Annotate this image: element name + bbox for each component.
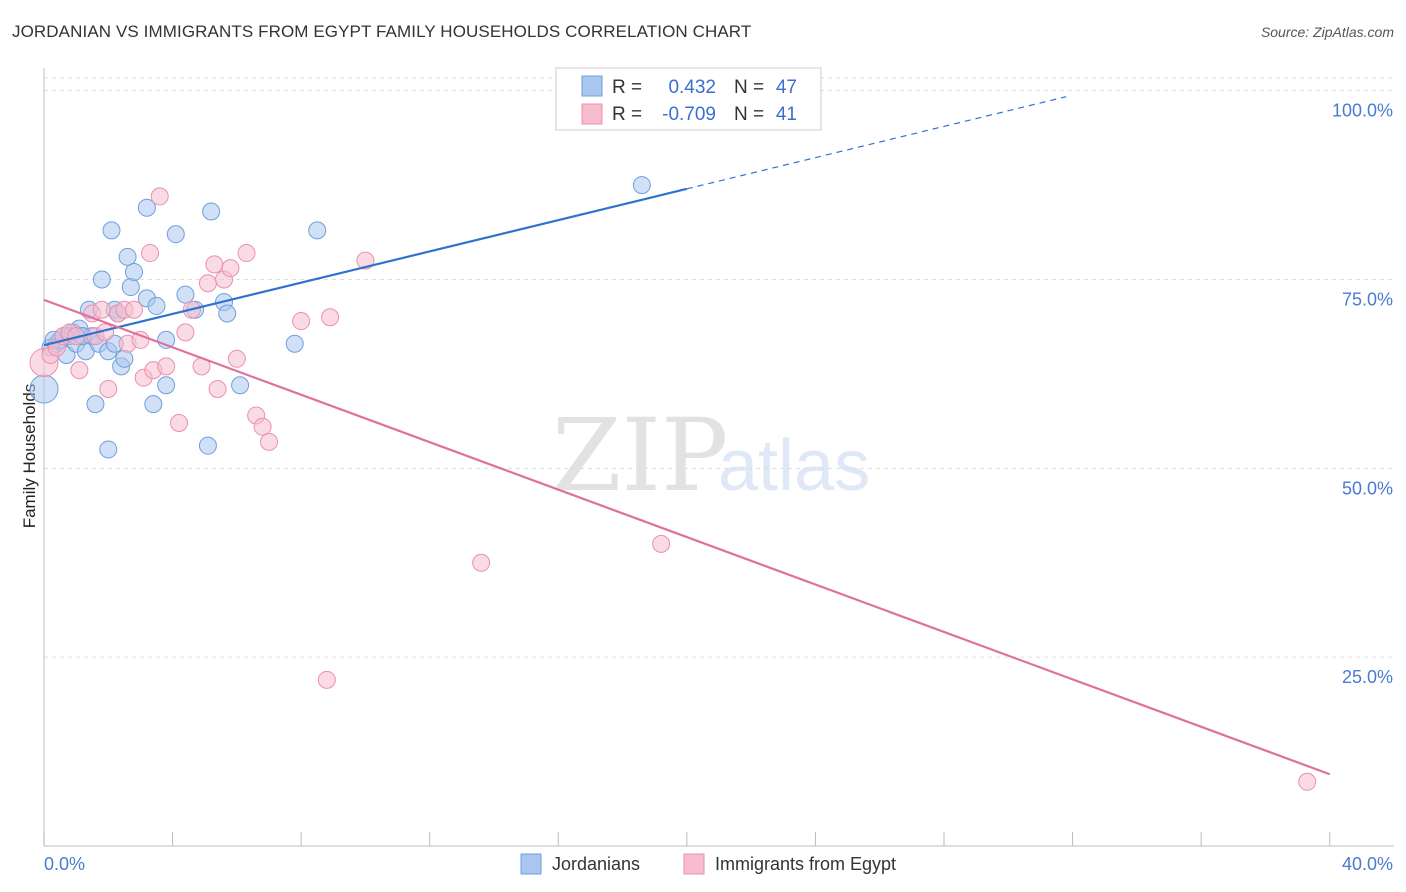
trend-line-egypt (43, 298, 1331, 776)
legend-swatch-jordanians (581, 75, 603, 97)
point-jordanians-35 (176, 285, 195, 304)
grid (44, 77, 1394, 658)
point-egypt-28 (208, 380, 227, 399)
point-egypt-34 (253, 417, 272, 436)
point-egypt-30 (221, 259, 240, 278)
point-jordanians-40 (218, 304, 237, 323)
point-egypt-16 (131, 330, 150, 349)
x-ticks (43, 832, 1331, 846)
point-jordanians-41 (231, 376, 250, 395)
point-jordanians-14 (86, 395, 105, 414)
point-jordanians-34 (166, 225, 185, 244)
point-jordanians-38 (202, 202, 221, 221)
point-egypt-21 (157, 357, 176, 376)
point-egypt-11 (99, 380, 118, 399)
point-jordanians-25 (118, 247, 137, 266)
point-jordanians-37 (198, 436, 217, 455)
x-tick-label-right: 40.0% (1342, 854, 1393, 874)
y-tick-label-3: 100.0% (1332, 101, 1393, 121)
data-points (29, 176, 1317, 791)
legend-r-value-1: 0.432 (668, 77, 716, 98)
point-jordanians-16 (92, 270, 111, 289)
legend-n-value-1: 47 (776, 77, 797, 98)
point-jordanians-29 (137, 198, 156, 217)
legend-n-value-2: 41 (776, 104, 797, 125)
point-egypt-6 (70, 361, 89, 380)
y-tick-label-1: 50.0% (1342, 478, 1393, 498)
trend-lines (43, 96, 1331, 776)
point-egypt-27 (205, 255, 224, 274)
point-egypt-22 (170, 414, 188, 433)
point-jordanians-24 (115, 349, 134, 368)
chart-source: Source: ZipAtlas.com (1260, 24, 1394, 40)
point-egypt-23 (176, 323, 195, 342)
watermark-zip: ZIP (552, 397, 728, 514)
point-jordanians-27 (125, 262, 143, 281)
point-egypt-39 (356, 251, 375, 270)
point-egypt-26 (198, 274, 217, 293)
point-egypt-36 (292, 312, 311, 331)
legend-n-label-1: N = (734, 77, 764, 98)
point-egypt-15 (125, 300, 143, 319)
point-egypt-32 (237, 244, 256, 263)
point-jordanians-26 (121, 278, 140, 297)
point-egypt-18 (141, 244, 160, 263)
legend-n-label-2: N = (734, 104, 764, 125)
point-egypt-31 (227, 349, 246, 368)
point-jordanians-20 (102, 221, 121, 240)
legend-r-label-2: R = (612, 104, 642, 125)
bottom-legend-label-jordanians: Jordanians (552, 854, 640, 874)
bottom-legend-swatch-jordanians (520, 853, 542, 875)
point-egypt-38 (321, 308, 340, 327)
y-tick-label-0: 25.0% (1342, 667, 1393, 687)
point-jordanians-31 (147, 296, 166, 315)
legend-r-value-2: -0.709 (662, 104, 716, 125)
watermark-atlas: atlas (718, 426, 870, 506)
point-egypt-35 (260, 432, 278, 451)
axes (43, 68, 1394, 847)
point-jordanians-30 (144, 395, 163, 414)
point-egypt-42 (1298, 772, 1317, 791)
point-egypt-37 (317, 670, 336, 689)
point-jordanians-43 (308, 221, 327, 240)
legend-box: R = 0.432 N = 47 R = -0.709 N = 41 (555, 67, 822, 131)
point-jordanians-42 (285, 334, 304, 353)
chart-title: JORDANIAN VS IMMIGRANTS FROM EGYPT FAMIL… (12, 22, 752, 41)
y-axis-title: Family Households (20, 384, 39, 529)
point-jordanians-32 (157, 376, 176, 395)
point-egypt-9 (92, 300, 111, 319)
legend-swatch-egypt (581, 103, 603, 125)
point-egypt-41 (652, 534, 671, 553)
point-egypt-40 (472, 553, 491, 572)
point-jordanians-44 (632, 176, 651, 195)
x-tick-label-left: 0.0% (44, 854, 85, 874)
y-tick-labels: 25.0% 50.0% 75.0% 100.0% (1332, 101, 1393, 688)
legend-r-label-1: R = (612, 77, 642, 98)
bottom-legend: Jordanians Immigrants from Egypt (520, 853, 896, 875)
bottom-legend-label-egypt: Immigrants from Egypt (715, 854, 896, 874)
trend-line-jordanians (43, 187, 688, 347)
point-jordanians-19 (99, 440, 118, 459)
bottom-legend-swatch-egypt (683, 853, 705, 875)
point-jordanians-0 (29, 374, 59, 404)
point-egypt-20 (150, 187, 169, 206)
y-tick-label-2: 75.0% (1342, 289, 1393, 309)
